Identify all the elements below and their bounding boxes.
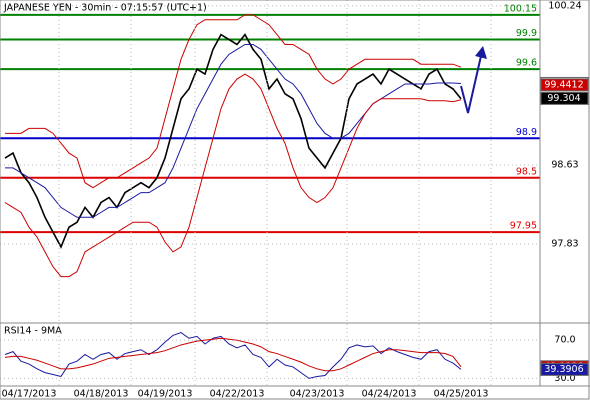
chart-title: JAPANESE YEN - 30min - 07:15:57 (UTC+1) [3,3,207,14]
level-label: 99.9 [516,28,537,39]
y-tick-label: 100.24 [548,0,581,11]
y-tick-label: 98.63 [551,159,578,170]
price-tag [540,78,589,92]
x-tick-label: 04/19/2013 [138,389,193,400]
x-tick-label: 04/22/2013 [210,389,265,400]
series-line [4,33,462,249]
level-label: 99.6 [516,58,537,69]
x-tick-label: 04/23/2013 [290,389,345,400]
series-line [5,43,462,218]
price-tag-label: 39.3906 [544,364,583,375]
y-tick-label: 70.0 [554,335,575,346]
price-tag-label: 99.4412 [544,79,583,90]
panel-title: RSI14 - 9MA [4,326,62,337]
y-tick-label: 30.0 [554,373,575,384]
series-line [4,337,462,372]
x-tick-label: 04/25/2013 [434,389,489,400]
level-label: 98.9 [516,127,537,138]
price-tag [540,362,589,376]
price-tag [540,91,589,105]
x-tick-label: 04/18/2013 [74,389,129,400]
level-label: 98.5 [516,166,537,177]
forecast-arrow-head [475,46,487,59]
forecast-arrow [460,55,482,114]
x-tick-label: 04/17/2013 [2,389,57,400]
series-line [4,73,462,278]
level-label: 100.15 [504,3,537,14]
level-label: 97.95 [510,221,537,232]
x-tick-label: 04/24/2013 [362,389,417,400]
series-line [5,14,462,189]
price-tag-label: 99.304 [547,93,580,104]
y-tick-label: 97.83 [551,238,578,249]
